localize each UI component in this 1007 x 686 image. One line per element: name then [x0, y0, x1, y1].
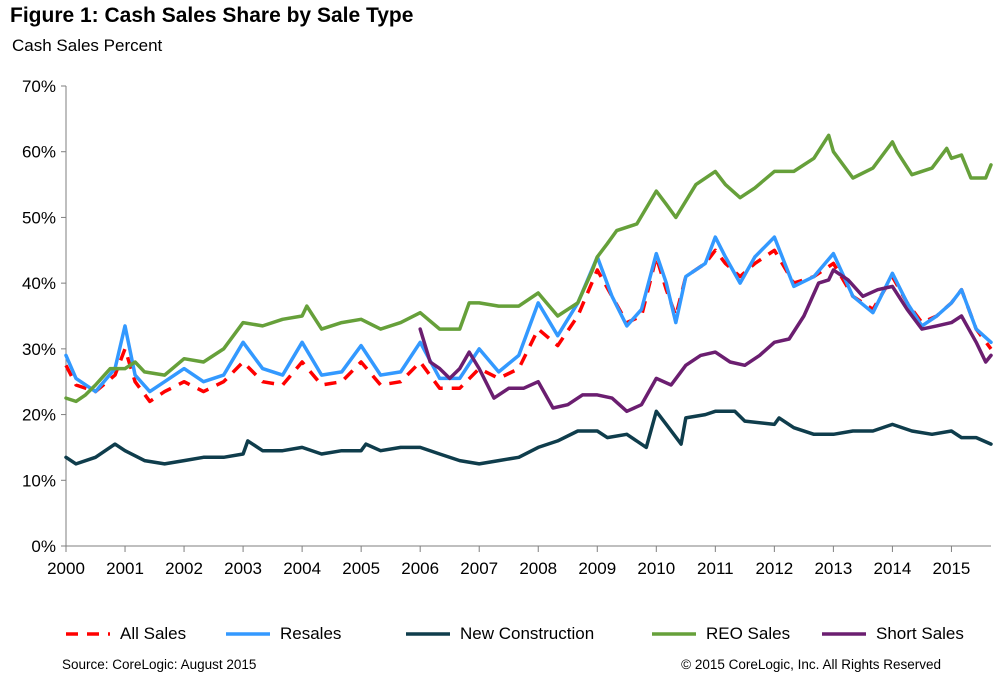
x-tick-label: 2007 — [460, 559, 498, 578]
x-tick-label: 2013 — [814, 559, 852, 578]
legend-label: Short Sales — [876, 624, 964, 643]
legend-swatch — [66, 632, 110, 636]
legend-label: Resales — [280, 624, 342, 643]
legend-item-new-construction: New Construction — [404, 620, 594, 648]
y-tick-label: 60% — [22, 143, 56, 162]
y-tick-label: 0% — [31, 537, 56, 556]
legend-swatch — [652, 632, 696, 636]
legend-swatch — [406, 632, 450, 636]
legend-label: All Sales — [120, 624, 187, 643]
x-tick-label: 2010 — [637, 559, 675, 578]
y-tick-label: 10% — [22, 471, 56, 490]
x-tick-label: 2000 — [47, 559, 85, 578]
y-tick-label: 70% — [22, 77, 56, 96]
legend-label: New Construction — [460, 624, 595, 643]
x-tick-label: 2008 — [519, 559, 557, 578]
legend: All Sales Resales New Construction REO Sale… — [0, 620, 1007, 648]
legend-label: REO Sales — [706, 624, 791, 643]
x-tick-label: 2002 — [165, 559, 203, 578]
legend-swatch — [822, 632, 866, 636]
x-tick-label: 2012 — [755, 559, 793, 578]
axes: 0% 10% 20% 30% 40% 50% 60% 70% 2000 2001 2002 2003 2… — [22, 77, 991, 578]
x-tick-label: 2001 — [106, 559, 144, 578]
x-tick-label: 2003 — [224, 559, 262, 578]
legend-item-short-sales: Short Sales — [820, 620, 964, 648]
series-line-reo-sales — [64, 133, 993, 404]
series-line-new-construction — [64, 409, 993, 466]
x-tick-label: 2005 — [342, 559, 380, 578]
y-tick-label: 50% — [22, 208, 56, 227]
series-line-resales — [64, 235, 993, 394]
source-note: Source: CoreLogic: August 2015 — [62, 657, 257, 672]
x-tick-label: 2004 — [283, 559, 321, 578]
series-line-short-sales — [418, 268, 993, 414]
x-tick-label: 2014 — [874, 559, 912, 578]
legend-item-reo-sales: REO Sales — [650, 620, 790, 648]
copyright-note: © 2015 CoreLogic, Inc. All Rights Reserv… — [681, 657, 941, 672]
legend-swatch — [226, 632, 270, 636]
chart-title: Figure 1: Cash Sales Share by Sale Type — [10, 4, 414, 27]
x-tick-label: 2011 — [697, 559, 734, 578]
x-tick-label: 2006 — [401, 559, 439, 578]
x-tick-label: 2015 — [933, 559, 971, 578]
y-tick-label: 30% — [22, 340, 56, 359]
series-line-all-sales — [64, 248, 993, 404]
legend-item-resales: Resales — [224, 620, 341, 648]
y-tick-label: 20% — [22, 406, 56, 425]
chart-subtitle: Cash Sales Percent — [12, 36, 163, 55]
series-lines — [64, 133, 993, 466]
legend-item-all-sales: All Sales — [64, 620, 186, 648]
x-tick-label: 2009 — [578, 559, 616, 578]
y-tick-label: 40% — [22, 274, 56, 293]
